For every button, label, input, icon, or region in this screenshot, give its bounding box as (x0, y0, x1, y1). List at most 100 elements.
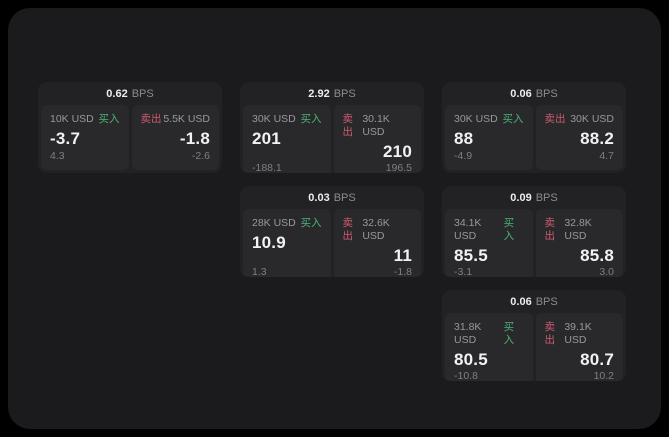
buy-price: 201 (252, 129, 281, 148)
sell-tag: 卖出 (140, 113, 162, 125)
buy-pane-top: 30K USD 买入 (252, 113, 322, 126)
card-body: 28K USD 买入 10.9 1.3 卖出 32.6K USD 11 -1.8 (240, 209, 424, 277)
sell-tag: 卖出 (342, 113, 354, 138)
card-header: 0.06 BPS (442, 290, 626, 313)
buy-amount: 31.8K USD (454, 321, 482, 346)
card-body: 30K USD 买入 201 -188.1 卖出 30.1K USD 210 1… (240, 105, 424, 173)
buy-quote-button[interactable]: 34.1K USD 买入 85.5 -3.1 (445, 209, 533, 277)
sell-amount: 5.5K USD (163, 113, 210, 125)
sell-quote-button[interactable]: 卖出 5.5K USD -1.8 -2.6 (131, 105, 219, 170)
buy-quote-button[interactable]: 30K USD 买入 201 -188.1 (243, 105, 331, 173)
buy-tag: 买入 (300, 217, 322, 229)
buy-price: 85.5 (454, 246, 488, 265)
buy-amount: 34.1K USD (454, 217, 482, 242)
buy-delta: -188.1 (252, 162, 282, 173)
card-body: 10K USD 买入 -3.7 4.3 卖出 5.5K USD -1.8 -2.… (38, 105, 222, 173)
sell-quote-button[interactable]: 卖出 30.1K USD 210 196.5 (333, 105, 421, 173)
buy-delta: -3.1 (454, 266, 473, 277)
sell-amount: 30.1K USD (362, 113, 390, 138)
buy-tag: 买入 (503, 217, 515, 242)
sell-amount: 32.6K USD (362, 217, 390, 242)
sell-pane-top: 卖出 39.1K USD (545, 321, 615, 347)
bps-unit: BPS (333, 191, 356, 204)
buy-amount: 30K USD (252, 113, 296, 125)
sell-price: 80.7 (580, 350, 614, 369)
sell-amount: 39.1K USD (564, 321, 592, 346)
quote-card: 2.92 BPS 30K USD 买入 201 -188.1 卖出 30.1K … (240, 82, 424, 173)
buy-amount: 10K USD (50, 113, 94, 125)
quote-card: 0.09 BPS 34.1K USD 买入 85.5 -3.1 卖出 32.8K… (442, 186, 626, 277)
sell-delta: 4.7 (599, 150, 614, 162)
buy-quote-button[interactable]: 31.8K USD 买入 80.5 -10.8 (445, 313, 533, 381)
card-body: 30K USD 买入 88 -4.9 卖出 30K USD 88.2 4.7 (442, 105, 626, 173)
buy-delta: -4.9 (454, 150, 473, 162)
bps-value: 0.06 (510, 295, 532, 308)
sell-pane-top: 卖出 5.5K USD (141, 113, 211, 126)
card-header: 0.62 BPS (38, 82, 222, 105)
bps-unit: BPS (535, 295, 558, 308)
sell-price: 210 (383, 142, 412, 161)
sell-price: 88.2 (580, 129, 614, 148)
sell-quote-button[interactable]: 卖出 39.1K USD 80.7 10.2 (535, 313, 623, 381)
buy-delta: 4.3 (50, 150, 65, 162)
bps-unit: BPS (535, 87, 558, 100)
buy-quote-button[interactable]: 28K USD 买入 10.9 1.3 (243, 209, 331, 277)
sell-amount: 32.8K USD (564, 217, 592, 242)
buy-tag: 买入 (503, 321, 515, 346)
buy-tag: 买入 (502, 113, 524, 125)
card-header: 0.03 BPS (240, 186, 424, 209)
quote-card: 0.03 BPS 28K USD 买入 10.9 1.3 卖出 32.6K US… (240, 186, 424, 277)
sell-delta: 196.5 (385, 162, 412, 173)
buy-amount: 28K USD (252, 217, 296, 229)
sell-delta: 3.0 (599, 266, 614, 277)
sell-price: 11 (393, 246, 412, 265)
bps-value: 0.06 (510, 87, 532, 100)
buy-pane-top: 30K USD 买入 (454, 113, 524, 126)
card-body: 34.1K USD 买入 85.5 -3.1 卖出 32.8K USD 85.8… (442, 209, 626, 277)
main-panel: 0.62 BPS 10K USD 买入 -3.7 4.3 卖出 5.5K USD… (8, 8, 661, 429)
sell-quote-button[interactable]: 卖出 32.8K USD 85.8 3.0 (535, 209, 623, 277)
sell-delta: -2.6 (191, 150, 210, 162)
sell-pane-top: 卖出 30K USD (545, 113, 615, 126)
buy-price: 80.5 (454, 350, 488, 369)
quote-card: 0.06 BPS 30K USD 买入 88 -4.9 卖出 30K USD 8… (442, 82, 626, 173)
buy-quote-button[interactable]: 30K USD 买入 88 -4.9 (445, 105, 533, 170)
buy-pane-top: 10K USD 买入 (50, 113, 120, 126)
buy-pane-top: 28K USD 买入 (252, 217, 322, 230)
sell-pane-top: 卖出 32.6K USD (343, 217, 413, 243)
sell-delta: 10.2 (593, 370, 614, 381)
bps-unit: BPS (333, 87, 356, 100)
buy-delta: 1.3 (252, 266, 267, 277)
sell-quote-button[interactable]: 卖出 30K USD 88.2 4.7 (535, 105, 623, 170)
buy-price: -3.7 (50, 129, 81, 148)
cards-grid: 0.62 BPS 10K USD 买入 -3.7 4.3 卖出 5.5K USD… (38, 82, 626, 381)
buy-amount: 30K USD (454, 113, 498, 125)
buy-price: 88 (454, 129, 474, 148)
buy-price: 10.9 (252, 233, 286, 252)
sell-tag: 卖出 (342, 217, 354, 242)
sell-pane-top: 卖出 32.8K USD (545, 217, 615, 243)
card-header: 0.09 BPS (442, 186, 626, 209)
sell-quote-button[interactable]: 卖出 32.6K USD 11 -1.8 (333, 209, 421, 277)
buy-pane-top: 31.8K USD 买入 (454, 321, 524, 347)
sell-amount: 30K USD (570, 113, 614, 125)
sell-tag: 卖出 (544, 321, 556, 346)
card-body: 31.8K USD 买入 80.5 -10.8 卖出 39.1K USD 80.… (442, 313, 626, 381)
buy-tag: 买入 (300, 113, 322, 125)
bps-unit: BPS (131, 87, 154, 100)
buy-quote-button[interactable]: 10K USD 买入 -3.7 4.3 (41, 105, 129, 170)
buy-delta: -10.8 (454, 370, 478, 381)
quote-card: 0.06 BPS 31.8K USD 买入 80.5 -10.8 卖出 39.1… (442, 290, 626, 381)
sell-pane-top: 卖出 30.1K USD (343, 113, 413, 139)
sell-tag: 卖出 (544, 217, 556, 242)
buy-pane-top: 34.1K USD 买入 (454, 217, 524, 243)
bps-value: 2.92 (308, 87, 330, 100)
bps-unit: BPS (535, 191, 558, 204)
card-header: 0.06 BPS (442, 82, 626, 105)
sell-price: 85.8 (580, 246, 614, 265)
bps-value: 0.03 (308, 191, 330, 204)
quote-card: 0.62 BPS 10K USD 买入 -3.7 4.3 卖出 5.5K USD… (38, 82, 222, 173)
sell-delta: -1.8 (393, 266, 412, 277)
bps-value: 0.09 (510, 191, 532, 204)
buy-tag: 买入 (98, 113, 120, 125)
